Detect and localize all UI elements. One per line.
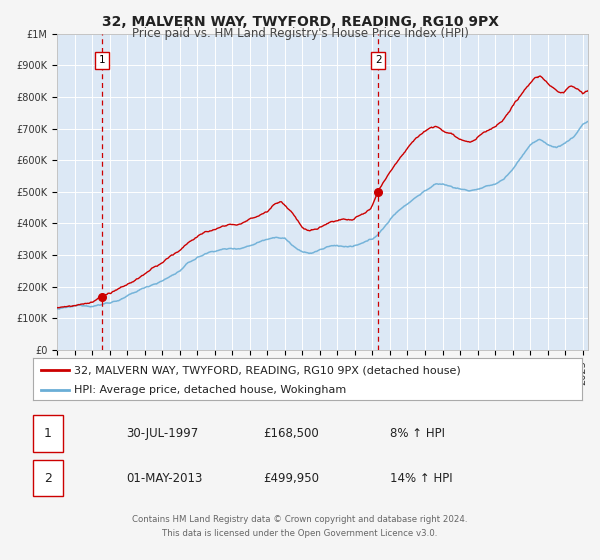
Text: 2: 2 bbox=[44, 472, 52, 485]
Text: 30-JUL-1997: 30-JUL-1997 bbox=[127, 427, 199, 440]
Text: Contains HM Land Registry data © Crown copyright and database right 2024.: Contains HM Land Registry data © Crown c… bbox=[132, 515, 468, 524]
FancyBboxPatch shape bbox=[33, 460, 63, 496]
Text: 32, MALVERN WAY, TWYFORD, READING, RG10 9PX (detached house): 32, MALVERN WAY, TWYFORD, READING, RG10 … bbox=[74, 365, 461, 375]
Text: 1: 1 bbox=[44, 427, 52, 440]
Text: £499,950: £499,950 bbox=[263, 472, 320, 485]
Text: This data is licensed under the Open Government Licence v3.0.: This data is licensed under the Open Gov… bbox=[163, 530, 437, 539]
Text: 2: 2 bbox=[375, 55, 382, 65]
Text: Price paid vs. HM Land Registry's House Price Index (HPI): Price paid vs. HM Land Registry's House … bbox=[131, 27, 469, 40]
Text: £168,500: £168,500 bbox=[263, 427, 319, 440]
Text: 32, MALVERN WAY, TWYFORD, READING, RG10 9PX: 32, MALVERN WAY, TWYFORD, READING, RG10 … bbox=[101, 15, 499, 29]
Text: 1: 1 bbox=[99, 55, 106, 65]
Text: 14% ↑ HPI: 14% ↑ HPI bbox=[390, 472, 452, 485]
Text: 8% ↑ HPI: 8% ↑ HPI bbox=[390, 427, 445, 440]
Text: 01-MAY-2013: 01-MAY-2013 bbox=[127, 472, 203, 485]
Text: HPI: Average price, detached house, Wokingham: HPI: Average price, detached house, Woki… bbox=[74, 385, 346, 395]
FancyBboxPatch shape bbox=[33, 416, 63, 451]
